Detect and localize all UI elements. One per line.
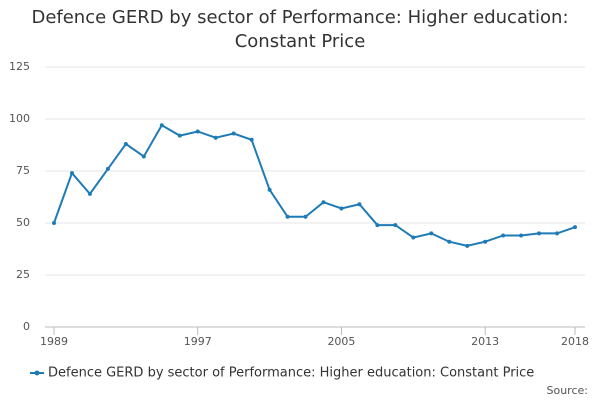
data-point	[483, 239, 488, 244]
data-point	[537, 231, 542, 236]
y-tick-label: 125	[9, 60, 30, 73]
data-point	[231, 131, 236, 136]
x-tick-label: 2005	[327, 335, 355, 348]
data-point	[429, 231, 434, 236]
x-tick-label: 1997	[184, 335, 212, 348]
data-point	[87, 191, 92, 196]
data-point	[573, 225, 577, 230]
data-point	[249, 137, 254, 142]
data-point	[213, 135, 218, 140]
data-point	[375, 223, 380, 228]
legend-marker	[34, 370, 40, 376]
data-point	[555, 231, 560, 236]
data-point	[69, 171, 74, 176]
y-tick-label: 75	[16, 164, 30, 177]
y-tick-label: 50	[16, 216, 30, 229]
data-point	[465, 243, 470, 248]
chart-title: Defence GERD by sector of Performance: H…	[31, 7, 569, 52]
data-point	[447, 239, 452, 244]
data-point	[195, 129, 200, 134]
x-tick-label: 2013	[471, 335, 499, 348]
data-point	[303, 214, 308, 219]
data-point	[339, 206, 344, 211]
source-label: Source:	[547, 384, 589, 397]
data-point	[177, 133, 182, 138]
data-point	[519, 233, 524, 238]
series-line	[53, 123, 576, 247]
x-tick-label: 2018	[561, 335, 589, 348]
legend-label: Defence GERD by sector of Performance: H…	[48, 366, 534, 381]
y-tick-label: 100	[9, 112, 30, 125]
data-point	[321, 200, 326, 205]
data-point	[285, 214, 290, 219]
data-point	[159, 123, 164, 128]
data-point	[123, 141, 128, 146]
data-point	[357, 202, 362, 207]
data-point	[411, 235, 416, 240]
data-point	[393, 223, 398, 228]
data-point	[52, 221, 56, 225]
y-tick-label: 0	[23, 320, 30, 333]
data-point	[267, 187, 272, 192]
x-tick-label: 1989	[40, 335, 68, 348]
data-point	[105, 166, 110, 171]
y-tick-label: 25	[16, 268, 30, 281]
data-point	[141, 154, 146, 159]
data-point	[501, 233, 506, 238]
